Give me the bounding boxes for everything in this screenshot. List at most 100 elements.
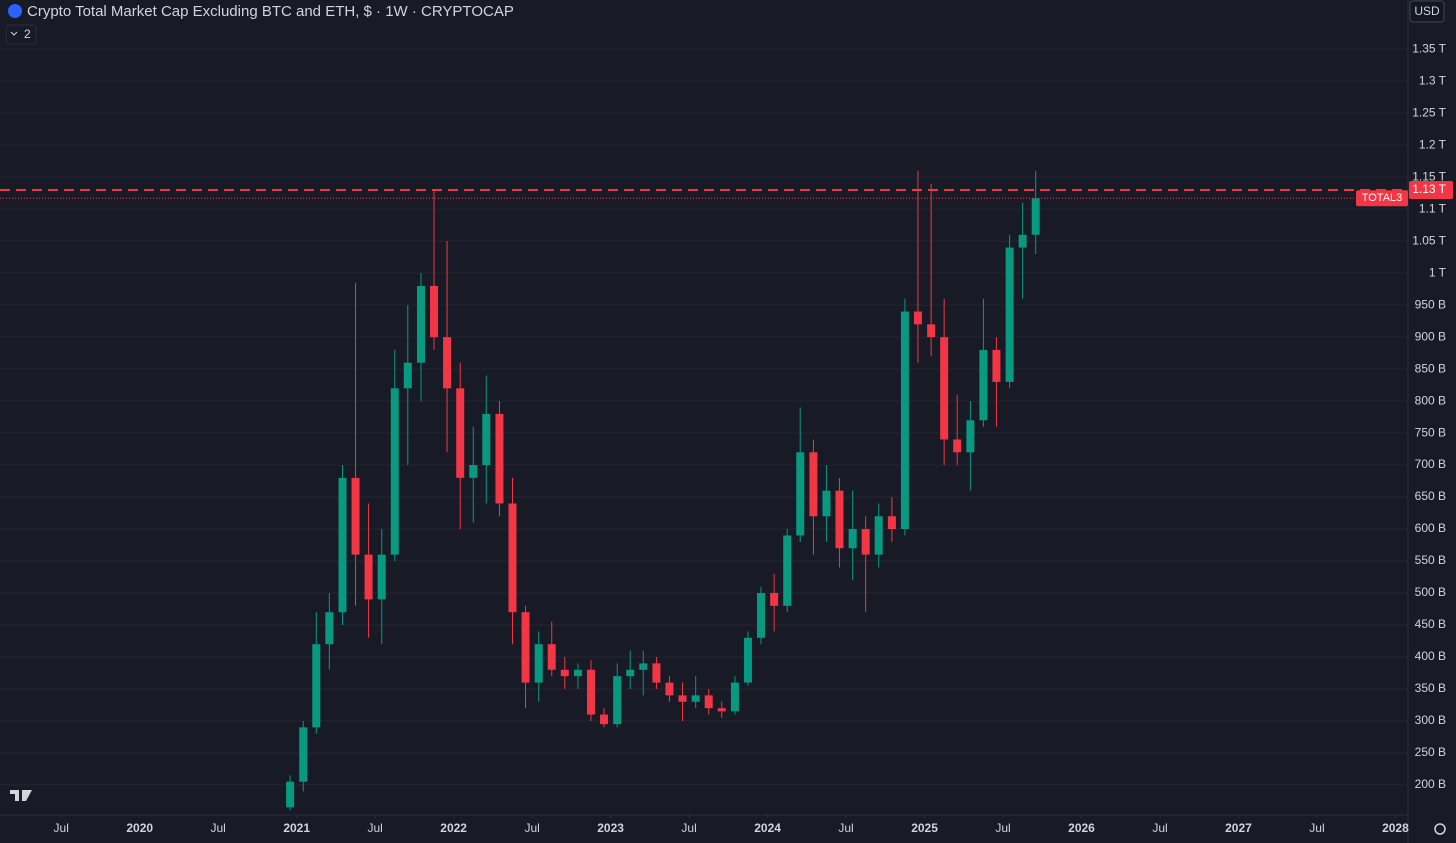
candle-body bbox=[534, 644, 543, 683]
candle-body bbox=[364, 554, 373, 600]
y-tick-label: 1.25 T bbox=[1412, 105, 1446, 119]
x-tick-label: Jul bbox=[838, 821, 853, 835]
y-tick-label: 350 B bbox=[1415, 681, 1446, 695]
candle-body bbox=[927, 324, 936, 338]
candle-body bbox=[665, 682, 674, 696]
y-tick-label: 450 B bbox=[1415, 617, 1446, 631]
y-tick-label: 400 B bbox=[1415, 649, 1446, 663]
candle-body bbox=[887, 516, 896, 530]
x-tick-label: 2028 bbox=[1382, 821, 1409, 835]
chevron bbox=[10, 31, 18, 36]
candle-body bbox=[652, 663, 661, 683]
candle-body bbox=[508, 503, 517, 613]
y-tick-label: 550 B bbox=[1415, 553, 1446, 567]
candle-body bbox=[456, 388, 465, 478]
candle-body bbox=[1031, 198, 1040, 235]
y-tick-label: 200 B bbox=[1415, 777, 1446, 791]
x-tick-label: 2023 bbox=[597, 821, 624, 835]
chart-title: Crypto Total Market Cap Excluding BTC an… bbox=[27, 3, 514, 20]
x-tick-label: Jul bbox=[54, 821, 69, 835]
candle-body bbox=[586, 669, 595, 715]
x-tick-label: Jul bbox=[524, 821, 539, 835]
candle-body bbox=[704, 695, 713, 709]
currency-box[interactable] bbox=[1409, 0, 1445, 23]
grid bbox=[0, 48, 1408, 786]
x-tick-label: 2026 bbox=[1068, 821, 1095, 835]
x-tick-label: 2020 bbox=[126, 821, 153, 835]
x-tick-label: Jul bbox=[211, 821, 226, 835]
candle-body bbox=[469, 465, 478, 478]
candle-body bbox=[351, 477, 360, 555]
y-tick-label: 1.35 T bbox=[1412, 41, 1446, 55]
candle-body bbox=[900, 311, 909, 530]
candle-body bbox=[443, 337, 452, 389]
hline-label-bg bbox=[1409, 180, 1453, 199]
y-tick-label: 1.2 T bbox=[1419, 137, 1447, 151]
candle-body bbox=[756, 593, 765, 638]
candle-body bbox=[547, 644, 556, 670]
candle-body bbox=[717, 708, 726, 712]
indicators-toggle[interactable] bbox=[5, 24, 37, 45]
candle-body bbox=[416, 285, 425, 363]
x-tick-label: Jul bbox=[1309, 821, 1324, 835]
candle-body bbox=[613, 676, 622, 725]
candle-body bbox=[678, 695, 687, 702]
candle-body bbox=[822, 490, 831, 517]
y-tick-label: 1.15 T bbox=[1412, 169, 1446, 183]
candle-body bbox=[325, 612, 334, 645]
symbol-label-bg bbox=[1356, 190, 1408, 207]
candle-body bbox=[639, 663, 648, 670]
settings-button[interactable] bbox=[1434, 823, 1446, 835]
candle-body bbox=[913, 311, 922, 325]
x-tick-label: Jul bbox=[995, 821, 1010, 835]
plot bbox=[0, 170, 1408, 811]
candle-body bbox=[691, 695, 700, 702]
candle-body bbox=[953, 439, 962, 453]
logo bbox=[10, 790, 32, 801]
y-tick-label: 300 B bbox=[1415, 713, 1446, 727]
hline-label: 1.13 T bbox=[1412, 182, 1446, 196]
candle-body bbox=[966, 420, 975, 453]
y-tick-label: 500 B bbox=[1415, 585, 1446, 599]
candle-body bbox=[861, 529, 870, 555]
candle-body bbox=[979, 349, 988, 421]
y-tick-label: 650 B bbox=[1415, 489, 1446, 503]
candle-body bbox=[1005, 247, 1014, 382]
y-tick-label: 1.1 T bbox=[1419, 201, 1447, 215]
symbol-label: TOTAL3 bbox=[1362, 192, 1403, 204]
y-tick-label: 1.3 T bbox=[1419, 73, 1447, 87]
y-tick-label: 600 B bbox=[1415, 521, 1446, 535]
candle-body bbox=[573, 669, 582, 677]
y-tick-label: 750 B bbox=[1415, 425, 1446, 439]
candle-body bbox=[299, 727, 308, 782]
candle-body bbox=[770, 593, 779, 606]
candle-body bbox=[482, 413, 491, 466]
candle-body bbox=[403, 362, 412, 389]
candle-body bbox=[730, 682, 739, 712]
x-tick-label: 2025 bbox=[911, 821, 938, 835]
x-tick-label: 2027 bbox=[1225, 821, 1252, 835]
y-tick-label: 850 B bbox=[1415, 361, 1446, 375]
candle-body bbox=[992, 349, 1001, 382]
candle-body bbox=[835, 490, 844, 549]
y-tick-label: 800 B bbox=[1415, 393, 1446, 407]
candle-body bbox=[600, 714, 609, 725]
candle-body bbox=[783, 535, 792, 606]
candle-body bbox=[390, 388, 399, 555]
candle-body bbox=[495, 413, 504, 504]
x-tick-label: Jul bbox=[1152, 821, 1167, 835]
candle-body bbox=[521, 612, 530, 683]
candle-body bbox=[626, 669, 635, 677]
x-tick-label: Jul bbox=[367, 821, 382, 835]
axes: 200 B 250 B 300 B 350 B 400 B 450 B 500 B 550 B… bbox=[54, 41, 1453, 835]
x-tick-label: 2021 bbox=[283, 821, 310, 835]
candle-body bbox=[377, 554, 386, 600]
candle-body bbox=[874, 516, 883, 555]
candle-body bbox=[809, 452, 818, 517]
candle-body bbox=[1018, 234, 1027, 248]
symbol-icon bbox=[8, 4, 22, 18]
candle-body bbox=[430, 285, 439, 338]
candle-body bbox=[743, 637, 752, 683]
candle-body bbox=[286, 781, 295, 808]
